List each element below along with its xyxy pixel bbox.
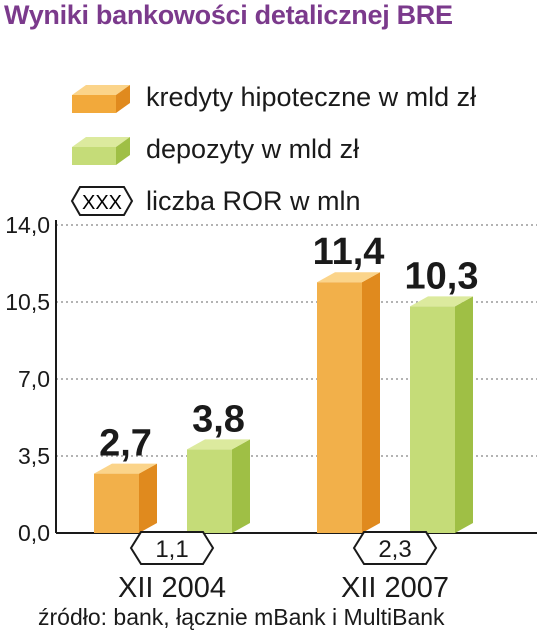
- y-tick-label: 3,5: [18, 443, 50, 469]
- source-note: źródło: bank, łącznie mBank i MultiBank: [38, 604, 445, 630]
- ror-hexagon: [352, 531, 438, 565]
- bar-front: [317, 282, 362, 533]
- legend-item-depozyty: depozyty w mld zł: [70, 129, 359, 169]
- legend-item-kredyty: kredyty hipoteczne w mld zł: [70, 77, 476, 117]
- legend-label-ror: liczba ROR w mln: [146, 185, 361, 216]
- y-tick-label: 7,0: [18, 366, 50, 392]
- chart-title: Wyniki bankowości detalicznej BRE: [4, 0, 453, 30]
- bar-value-label: 2,7: [99, 423, 152, 465]
- ror-value-label: 2,3: [378, 536, 411, 563]
- bar-side: [139, 463, 157, 533]
- bar-value-label: 10,3: [405, 255, 479, 297]
- bar-front: [410, 306, 455, 533]
- bar-front: [187, 449, 232, 533]
- legend-label-depozyty: depozyty w mld zł: [146, 133, 360, 164]
- x-category-label: XII 2004: [118, 572, 226, 604]
- ror-value-label: 1,1: [155, 536, 188, 563]
- ror-hexagon: [129, 531, 215, 565]
- y-tick-label: 14,0: [5, 212, 50, 238]
- legend-ror-symbol: XXX: [82, 192, 122, 214]
- legend-label-kredyty: kredyty hipoteczne w mld zł: [146, 81, 477, 112]
- bar-top: [94, 463, 157, 474]
- x-category-label: XII 2007: [341, 572, 449, 604]
- legend-item-ror: XXX liczba ROR w mln: [70, 181, 361, 221]
- bar-top: [317, 272, 380, 283]
- bar-side: [455, 296, 473, 533]
- legend-swatch-kredyty: [72, 85, 130, 113]
- y-tick-label: 10,5: [5, 289, 50, 315]
- legend-swatch-depozyty: [72, 137, 130, 165]
- bar-side: [232, 439, 250, 533]
- bar-value-label: 11,4: [313, 231, 385, 273]
- legend-ror-hexagon: XXX: [70, 186, 134, 216]
- bar-value-label: 3,8: [192, 398, 245, 440]
- bar-front: [94, 473, 139, 533]
- y-tick-label: 0,0: [18, 520, 50, 546]
- bar-side: [362, 272, 380, 533]
- bar-top: [410, 296, 473, 307]
- bar-top: [187, 439, 250, 450]
